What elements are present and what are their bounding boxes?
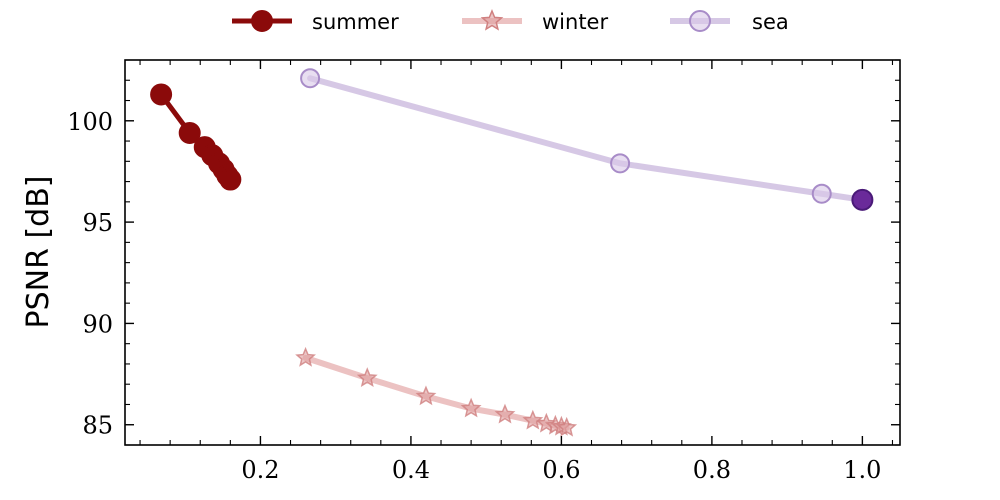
legend-marker bbox=[480, 9, 504, 31]
data-point-winter bbox=[494, 403, 516, 424]
y-tick-label: 100 bbox=[67, 108, 113, 136]
legend-label: sea bbox=[752, 10, 789, 34]
series-winter bbox=[295, 346, 578, 437]
x-tick-label: 0.4 bbox=[392, 456, 430, 484]
data-point-summer bbox=[150, 83, 173, 106]
data-point-winter bbox=[460, 397, 482, 418]
data-point-winter bbox=[295, 346, 316, 367]
data-point-summer bbox=[178, 121, 201, 144]
y-axis-label: PSNR [dB] bbox=[21, 176, 56, 329]
axis-ticks bbox=[125, 59, 900, 446]
legend-marker bbox=[251, 10, 273, 32]
highlight-point-sea bbox=[851, 188, 874, 211]
legend-label: summer bbox=[312, 10, 399, 34]
data-point-winter bbox=[415, 385, 437, 406]
legend-item-summer: summer bbox=[232, 10, 399, 34]
y-tick-label: 85 bbox=[82, 412, 113, 440]
data-point-winter bbox=[556, 416, 578, 437]
legend-item-sea: sea bbox=[670, 10, 789, 34]
series-sea bbox=[300, 68, 874, 211]
x-tick-label: 1.0 bbox=[843, 456, 881, 484]
series-line-sea bbox=[307, 75, 866, 203]
x-tick-label: 0.2 bbox=[241, 456, 279, 484]
y-tick-label: 90 bbox=[82, 310, 113, 338]
legend: summer winter sea bbox=[232, 9, 789, 34]
x-tick-label: 0.8 bbox=[693, 456, 731, 484]
legend-label: winter bbox=[542, 10, 608, 34]
series-layer bbox=[150, 68, 874, 437]
data-point-sea bbox=[811, 183, 832, 204]
plot-frame bbox=[124, 59, 901, 446]
data-point-sea bbox=[300, 68, 321, 89]
legend-item-winter: winter bbox=[462, 9, 608, 34]
y-tick-label: 95 bbox=[82, 209, 113, 237]
legend-marker bbox=[689, 10, 711, 32]
data-point-winter bbox=[356, 367, 378, 387]
data-point-winter bbox=[522, 409, 544, 430]
series-summer bbox=[150, 83, 242, 191]
x-tick-labels: 0.2 0.4 0.6 0.8 1.0 bbox=[241, 456, 881, 484]
data-point-sea bbox=[610, 153, 631, 174]
y-tick-labels: 85 90 95 100 bbox=[67, 108, 113, 440]
x-tick-label: 0.6 bbox=[542, 456, 580, 484]
data-point-summer bbox=[219, 168, 242, 191]
